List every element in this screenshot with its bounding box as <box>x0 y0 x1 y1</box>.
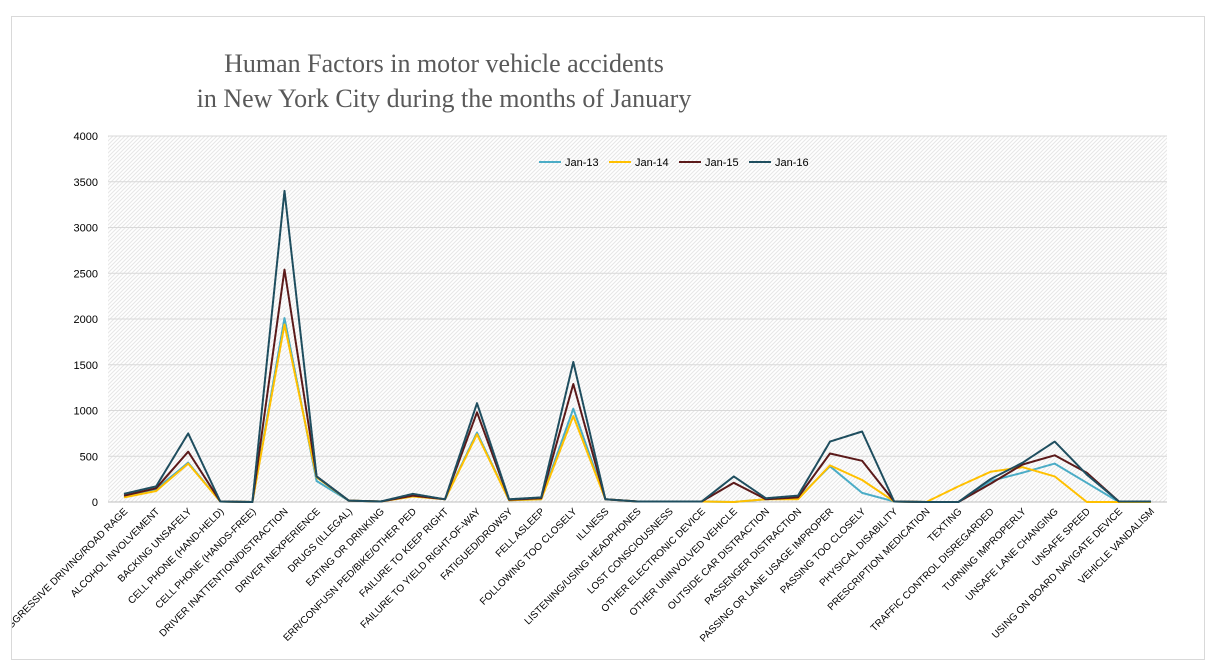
y-tick-label: 2500 <box>74 268 98 280</box>
y-tick-label: 1500 <box>74 360 98 372</box>
legend-item-jan-16: Jan-16 <box>749 157 809 169</box>
legend-label: Jan-14 <box>635 157 669 169</box>
legend-label: Jan-15 <box>705 157 739 169</box>
x-tick-label: FAILURE TO YIELD RIGHT-OF-WAY <box>359 506 484 631</box>
legend-item-jan-15: Jan-15 <box>679 157 739 169</box>
y-tick-label: 0 <box>92 497 98 509</box>
y-tick-label: 4000 <box>74 131 98 143</box>
gridlines <box>108 135 1167 503</box>
y-axis-ticks: 0 500 1000 1500 2000 2500 3000 3500 4000 <box>74 131 98 509</box>
legend-item-jan-13: Jan-13 <box>539 157 599 169</box>
chart-title-line-2: in New York City during the months of Ja… <box>197 84 692 113</box>
y-tick-label: 3500 <box>74 177 98 189</box>
x-tick-label: LISTENING/USING HEADPHONES <box>523 506 644 627</box>
x-tick-label: AGGRESSIVE DRIVING/ROAD RAGE <box>12 506 130 636</box>
chart-frame: Human Factors in motor vehicle accidents… <box>11 16 1205 660</box>
y-tick-label: 3000 <box>74 223 98 235</box>
legend-item-jan-14: Jan-14 <box>609 157 669 169</box>
x-tick-label: UNSAFE SPEED <box>1030 506 1092 568</box>
legend-label: Jan-13 <box>565 157 599 169</box>
series-lines <box>123 189 1151 503</box>
legend-label: Jan-16 <box>775 157 809 169</box>
y-tick-label: 500 <box>80 451 98 463</box>
chart-title-line-1: Human Factors in motor vehicle accidents <box>224 49 664 78</box>
y-tick-label: 2000 <box>74 314 98 326</box>
y-tick-label: 1000 <box>74 406 98 418</box>
legend: Jan-13 Jan-14 Jan-15 Jan-16 <box>539 157 809 169</box>
chart-svg: Human Factors in motor vehicle accidents… <box>12 49 1167 644</box>
series-line-jan-16 <box>123 189 1151 503</box>
